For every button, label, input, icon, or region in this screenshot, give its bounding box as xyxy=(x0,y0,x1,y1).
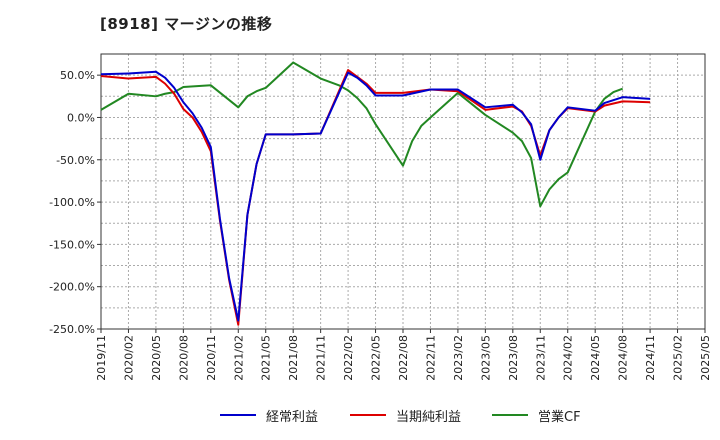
legend: 経常利益 当期純利益 営業CF xyxy=(0,404,720,426)
y-tick-label: 50.0% xyxy=(60,69,95,82)
x-tick-label: 2024/02 xyxy=(562,335,575,381)
x-tick-label: 2024/05 xyxy=(589,335,602,381)
x-tick-label: 2023/05 xyxy=(479,335,492,381)
x-tick-label: 2023/08 xyxy=(507,335,520,381)
x-tick-label: 2021/08 xyxy=(287,335,300,381)
x-tick-label: 2023/11 xyxy=(534,335,547,381)
x-tick-label: 2025/05 xyxy=(699,335,712,381)
legend-swatch xyxy=(220,414,256,416)
series-line-2 xyxy=(100,61,623,208)
legend-swatch xyxy=(350,414,386,416)
y-tick-label: -200.0% xyxy=(49,281,95,294)
x-tick-label: 2021/02 xyxy=(232,335,245,381)
x-tick-label: 2021/11 xyxy=(315,335,328,381)
x-tick-label: 2022/02 xyxy=(342,335,355,381)
legend-item: 経常利益 xyxy=(220,404,318,426)
x-tick-label: 2025/02 xyxy=(672,335,685,381)
x-tick-label: 2022/08 xyxy=(397,335,410,381)
x-tick-label: 2024/11 xyxy=(644,335,657,381)
legend-label: 当期純利益 xyxy=(396,409,462,425)
x-tick-label: 2020/08 xyxy=(177,335,190,381)
series-line-0 xyxy=(100,70,651,322)
y-tick-label: -150.0% xyxy=(49,238,95,251)
x-tick-label: 2020/02 xyxy=(122,335,135,381)
y-tick-label: -100.0% xyxy=(49,196,95,209)
x-tick-label: 2022/05 xyxy=(370,335,383,381)
y-tick-label: 0.0% xyxy=(67,111,95,124)
legend-label: 経常利益 xyxy=(266,409,319,425)
x-tick-label: 2022/11 xyxy=(424,335,437,381)
legend-swatch xyxy=(492,414,528,416)
x-tick-label: 2023/02 xyxy=(452,335,465,381)
x-tick-label: 2021/05 xyxy=(260,335,273,381)
legend-label: 営業CF xyxy=(538,409,581,425)
x-tick-label: 2024/08 xyxy=(617,335,630,381)
legend-item: 当期純利益 xyxy=(350,404,461,426)
legend-item: 営業CF xyxy=(492,404,581,426)
y-tick-label: -250.0% xyxy=(49,323,95,336)
x-tick-label: 2020/11 xyxy=(205,335,218,381)
chart-title: [8918] マージンの推移 xyxy=(100,15,273,33)
y-tick-label: -50.0% xyxy=(56,154,95,167)
x-tick-label: 2020/05 xyxy=(150,335,163,381)
x-tick-label: 2019/11 xyxy=(95,335,108,381)
